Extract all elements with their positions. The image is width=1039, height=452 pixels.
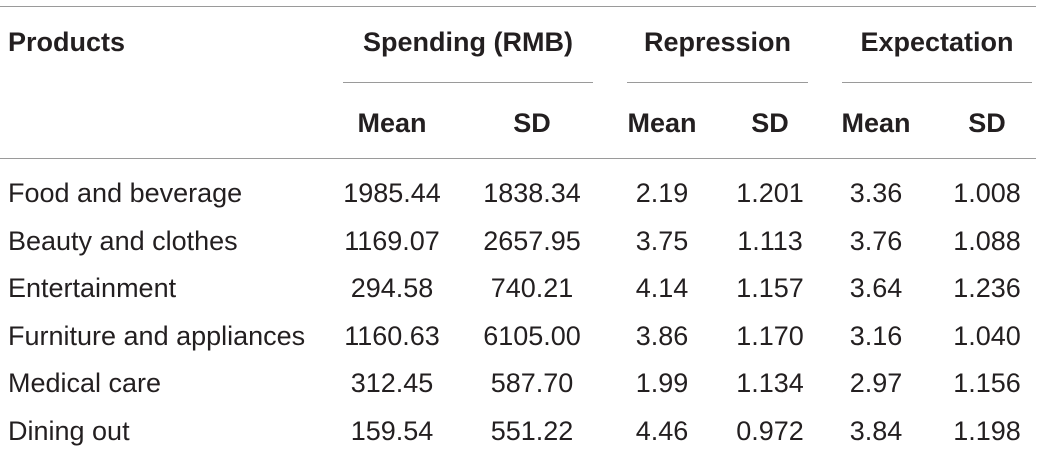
- row-value: 3.64: [849, 273, 903, 303]
- header-rule: [0, 158, 1036, 159]
- group-rule-expectation: [842, 82, 1032, 83]
- row-value: 1.134: [736, 368, 804, 398]
- group-rule-repression: [627, 82, 808, 83]
- row-value: 6105.00: [483, 321, 581, 351]
- row-value: 2.19: [635, 178, 689, 208]
- row-product: Food and beverage: [8, 178, 243, 208]
- row-value: 1.236: [953, 273, 1021, 303]
- subheader-spending-sd: SD: [513, 108, 551, 138]
- subheader-spending-mean: Mean: [357, 108, 427, 138]
- top-rule: [0, 6, 1036, 7]
- row-value: 1.156: [953, 368, 1021, 398]
- header-group-spending: Spending (RMB): [363, 27, 573, 57]
- subheader-repression-mean: Mean: [627, 108, 697, 138]
- row-value: 1.201: [736, 178, 804, 208]
- header-products: Products: [8, 27, 126, 57]
- row-value: 1.198: [953, 416, 1021, 446]
- row-value: 587.70: [490, 368, 574, 398]
- row-value: 1169.07: [344, 226, 440, 256]
- row-value: 1.113: [737, 226, 803, 256]
- row-value: 0.972: [736, 416, 804, 446]
- row-value: 1.99: [635, 368, 689, 398]
- row-value: 551.22: [490, 416, 574, 446]
- row-value: 1838.34: [483, 178, 581, 208]
- row-product: Entertainment: [8, 273, 177, 303]
- row-value: 1.088: [953, 226, 1021, 256]
- subheader-expectation-mean: Mean: [841, 108, 911, 138]
- header-group-repression: Repression: [643, 27, 792, 57]
- row-value: 1.157: [736, 273, 804, 303]
- subheader-repression-sd: SD: [751, 108, 789, 138]
- row-value: 1160.63: [344, 321, 440, 351]
- row-value: 159.54: [350, 416, 434, 446]
- subheader-expectation-sd: SD: [968, 108, 1006, 138]
- row-value: 3.86: [635, 321, 689, 351]
- row-value: 1.040: [953, 321, 1021, 351]
- row-product: Furniture and appliances: [8, 321, 306, 351]
- row-value: 1985.44: [343, 178, 441, 208]
- row-value: 3.16: [849, 321, 903, 351]
- row-value: 3.36: [849, 178, 903, 208]
- header-group-expectation: Expectation: [860, 27, 1014, 57]
- row-product: Medical care: [8, 368, 162, 398]
- row-value: 312.45: [350, 368, 434, 398]
- row-value: 2.97: [849, 368, 903, 398]
- row-product: Dining out: [8, 416, 130, 446]
- row-value: 1.008: [953, 178, 1021, 208]
- row-value: 3.75: [635, 226, 689, 256]
- row-value: 3.76: [849, 226, 903, 256]
- row-value: 2657.95: [483, 226, 581, 256]
- row-product: Beauty and clothes: [8, 226, 238, 256]
- row-value: 4.46: [635, 416, 689, 446]
- row-value: 3.84: [849, 416, 903, 446]
- row-value: 4.14: [635, 273, 689, 303]
- row-value: 740.21: [490, 273, 574, 303]
- row-value: 294.58: [350, 273, 434, 303]
- row-value: 1.170: [736, 321, 804, 351]
- group-rule-spending: [343, 82, 593, 83]
